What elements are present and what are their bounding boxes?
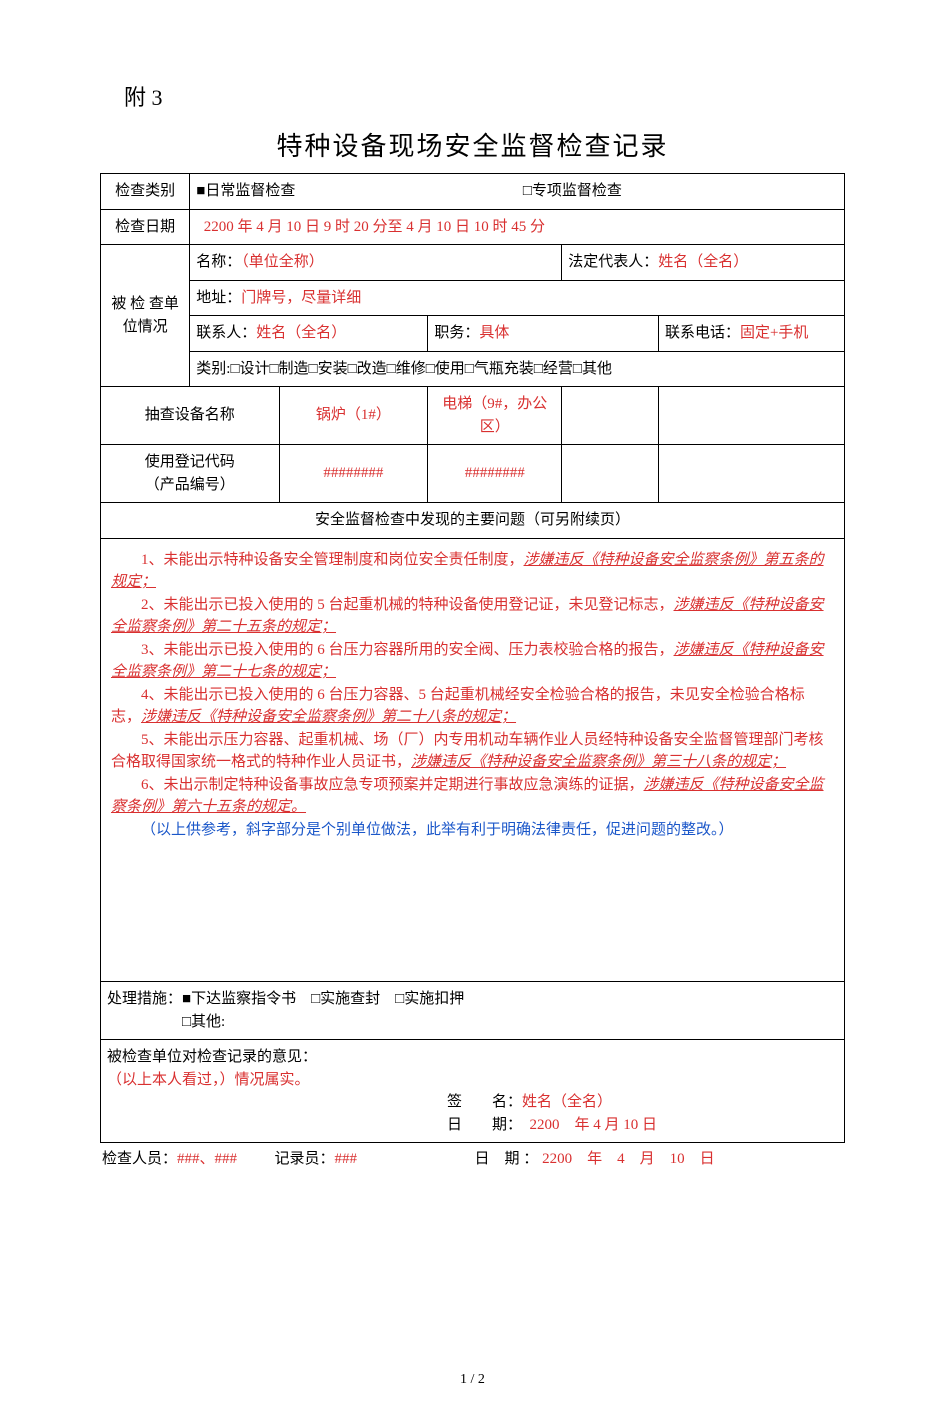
sample-code-label: 使用登记代码 （产品编号） [101,445,280,503]
unit-class: 类别:□设计□制造□安装□改造□维修□使用□气瓶充装□经营□其他 [190,351,845,387]
check-category-value: ■日常监督检查 □专项监督检查 [190,174,845,210]
check-category-label: 检查类别 [101,174,190,210]
page: 附 3 特种设备现场安全监督检查记录 检查类别 ■日常监督检查 □专项监督检查 … [0,0,945,1428]
sample-col1-name: 锅炉（1#） [279,387,428,445]
form-table: 检查类别 ■日常监督检查 □专项监督检查 检查日期 2200 年 4 月 10 … [100,173,845,1143]
sample-col2-name: 电梯（9#，办公区） [428,387,562,445]
footer-line: 检查人员：###、### 记录员：### 日 期 ： 2200 年 4 月 10… [100,1143,845,1172]
unit-phone: 联系电话：固定+手机 [658,316,844,352]
check-date-value: 2200 年 4 月 10 日 9 时 20 分至 4 月 10 日 10 时 … [190,209,845,245]
unit-legal: 法定代表人：姓名（全名） [562,245,845,281]
unit-duty: 职务：具体 [428,316,659,352]
opinion-cell: 被检查单位对检查记录的意见： （以上本人看过，）情况属实。 签 名：姓名（全名）… [101,1040,845,1143]
sample-col3-name [562,387,659,445]
issues-body: 1、未能出示特种设备安全管理制度和岗位安全责任制度，涉嫌违反《特种设备安全监察条… [101,538,845,982]
unit-address: 地址：门牌号，尽量详细 [190,280,845,316]
measures-cell: 处理措施：■下达监察指令书 □实施查封 □实施扣押 □其他: [101,982,845,1040]
unit-section-label: 被 检 查单位情况 [101,245,190,387]
unit-name: 名称：（单位全称） [190,245,562,281]
routine-check-option: ■日常监督检查 [196,183,295,199]
sample-col4-code [658,445,844,503]
special-check-option: □专项监督检查 [523,183,622,199]
page-number: 1 / 2 [100,1372,845,1388]
sample-col2-code: ######## [428,445,562,503]
issues-header: 安全监督检查中发现的主要问题（可另附续页） [101,503,845,539]
document-title: 特种设备现场安全监督检查记录 [100,126,845,163]
issues-note: （以上供参考，斜字部分是个别单位做法，此举有利于明确法律责任，促进问题的整改。） [111,819,834,842]
unit-contact: 联系人：姓名（全名） [190,316,428,352]
sample-col3-code [562,445,659,503]
sample-col1-code: ######## [279,445,428,503]
sample-col4-name [658,387,844,445]
check-date-label: 检查日期 [101,209,190,245]
sample-name-label: 抽查设备名称 [101,387,280,445]
attachment-label: 附 3 [124,80,845,112]
